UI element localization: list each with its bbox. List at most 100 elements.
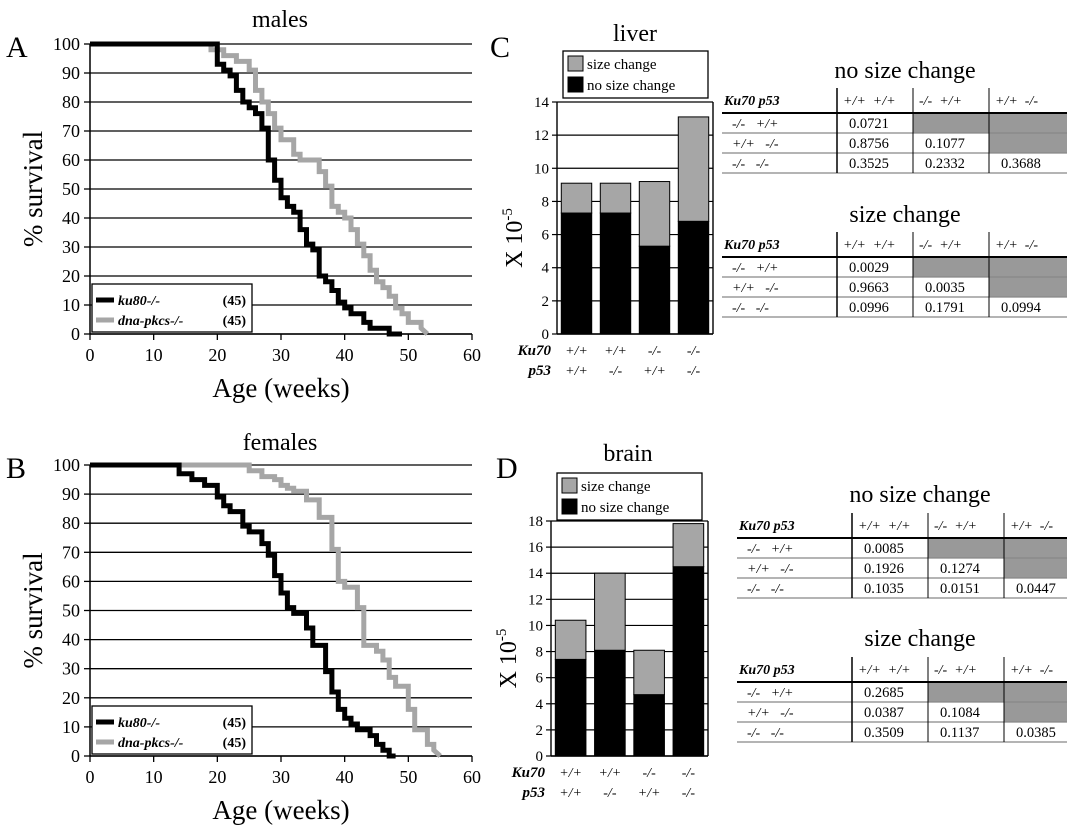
table-row-genotype: -/- -/- [732,157,769,172]
table-header-cell: -/- +/+ [934,519,977,534]
legend-count: (45) [223,314,247,329]
y-tick-label: 100 [53,34,80,54]
legend-label: no size change [581,500,670,516]
shaded-cell [928,682,1067,702]
y-tick-label: 10 [534,161,549,177]
table-cell: 0.2685 [864,685,904,701]
legend-count: (45) [223,716,247,731]
bar-segment-size-change [638,181,671,247]
y-axis-label-exponent: -5 [494,629,510,642]
legend-label: size change [587,57,657,73]
table-title: size change [849,202,960,228]
bar-segment-size-change [554,619,587,660]
x-category-ku70: -/- [687,344,701,359]
legend-swatch [561,498,578,515]
table-cell: 0.0387 [864,705,904,721]
table-header-cell: -/- +/+ [919,94,962,109]
bar-segment-size-change [677,116,710,222]
bar-segment-no-size-change [672,566,705,757]
x-tick-label: 0 [86,345,95,365]
legend-count: (45) [223,736,247,751]
table-cell: 0.1035 [864,581,904,597]
x-tick-label: 10 [145,345,163,365]
legend-swatch [567,55,584,72]
y-axis-label: X 10-5 [500,208,528,268]
table-row-genotype: -/- -/- [747,582,784,597]
x-category-ku70: -/- [682,766,696,781]
table-header-cell: +/+ +/+ [843,238,896,253]
table-header-cell: +/+ +/+ [843,94,896,109]
x-axis-label: Age (weeks) [212,795,349,825]
panel-letter-c: C [490,31,510,64]
table-row-genotype: -/- +/+ [747,542,794,557]
bar-segment-no-size-change [554,658,587,757]
y-tick-label: 30 [62,237,80,257]
legend-label: dna-pkcs-/- [118,736,184,751]
bar-segment-size-change [560,182,593,214]
table-cell: 0.3525 [849,156,889,172]
p-value-table-liver-no-size-change: no size change Ku70 p53 +/+ +/+ -/- +/+ +/+ … [722,58,1067,174]
y-tick-label: 18 [528,514,543,530]
x-category-p53: +/+ [638,786,661,801]
x-tick-label: 60 [463,345,481,365]
table-title: no size change [834,58,975,84]
bar-segment-size-change [672,523,705,568]
x-category-p53: +/+ [559,786,582,801]
table-row-genotype: +/+ -/- [732,281,779,296]
y-tick-label: 2 [542,294,550,310]
x-axis-label: Age (weeks) [212,373,349,403]
table-row-genotype: +/+ -/- [732,137,779,152]
table-row-genotype: -/- +/+ [747,686,794,701]
chart-title: females [243,430,318,456]
x-tick-label: 0 [86,767,95,787]
series-line-ku80 [90,41,402,337]
panel-letter-a: A [6,31,28,64]
x-category-ku70: -/- [648,344,662,359]
table-cell: 0.0721 [849,116,889,132]
table-header-cell: Ku70 p53 [723,94,780,109]
x-category-p53: -/- [682,786,696,801]
shaded-cell [989,133,1067,153]
table-cell: 0.0085 [864,541,904,557]
y-tick-label: 80 [62,513,80,533]
y-tick-label: 12 [528,592,543,608]
legend-label: ku80-/- [118,294,160,309]
legend-label: ku80-/- [118,716,160,731]
y-axis-label-exponent: -5 [500,208,516,221]
legend-box [91,283,253,333]
table-row-genotype: -/- +/+ [732,117,779,132]
y-tick-label: 6 [542,228,550,244]
table-header-cell: Ku70 p53 [738,663,795,678]
table-title: no size change [849,482,990,508]
y-tick-label: 8 [536,645,544,661]
y-tick-label: 20 [62,266,80,286]
y-tick-label: 0 [71,324,80,344]
table-cell: 0.1926 [864,561,904,577]
x-tick-label: 30 [272,345,290,365]
table-cell: 0.1274 [940,561,981,577]
x-category-ku70: -/- [643,766,657,781]
row-label-p53: p53 [527,363,552,379]
table-row-genotype: +/+ -/- [747,706,794,721]
table-header-cell: +/+ -/- [1010,663,1053,678]
table-cell: 0.3688 [1001,156,1041,172]
table-cell: 0.0994 [1001,300,1042,316]
table-cell: 0.1791 [925,300,965,316]
y-axis-label: % survival [18,552,48,668]
x-tick-label: 20 [208,345,226,365]
y-tick-label: 90 [62,484,80,504]
y-tick-label: 70 [62,542,80,562]
x-category-p53: -/- [687,364,701,379]
shaded-cell [1004,558,1067,578]
x-tick-label: 20 [208,767,226,787]
row-label-p53: p53 [521,785,546,801]
row-label-ku70: Ku70 [511,765,546,781]
table-cell: 0.0151 [940,581,980,597]
x-tick-label: 40 [336,345,354,365]
y-tick-label: 90 [62,63,80,83]
y-tick-label: 16 [528,540,544,556]
x-tick-label: 50 [399,767,417,787]
y-tick-label: 14 [534,95,550,111]
table-row-genotype: -/- +/+ [732,261,779,276]
y-tick-label: 10 [62,295,80,315]
